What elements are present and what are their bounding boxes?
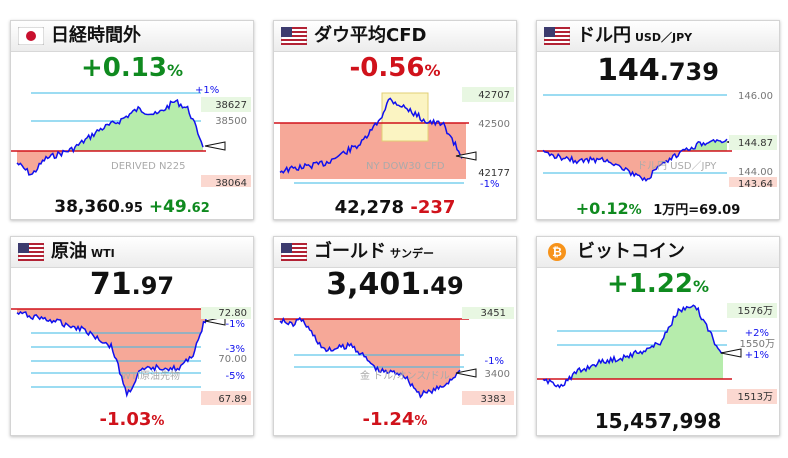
change-percent: +1.22% — [607, 269, 709, 299]
mini-chart: 42707 42500 NY DOW30 CFD 42177 -1% — [274, 87, 514, 187]
label-mid: 1550万 — [740, 339, 775, 350]
card-dow[interactable]: ダウ平均CFD -0.56% 42707 42500 NY DOW30 CFD … — [273, 20, 517, 220]
label-high: 146.00 — [738, 91, 773, 102]
card-title: ダウ平均CFD — [314, 25, 427, 46]
card-header: ドル円 USD／JPY — [537, 21, 779, 52]
label-high: 72.80 — [218, 308, 247, 319]
label-top-pct: +1% — [195, 85, 219, 96]
mini-chart: 3451 -1% 3400 金 ドル/オンス/ドル 3383 — [274, 307, 514, 405]
card-header: 日経時間外 — [11, 21, 253, 52]
chart-watermark: WTI原油先物 — [121, 369, 180, 382]
us-flag-icon — [281, 27, 307, 45]
label-mid: 70.00 — [218, 354, 247, 365]
label-bottom-pct: -1% — [480, 179, 499, 187]
card-header: 原油 WTI — [11, 237, 253, 268]
change-percent: +0.13% — [81, 53, 183, 83]
us-flag-icon — [281, 243, 307, 261]
card-gold[interactable]: ゴールド サンデー 3,401.49 3451 -1% 3400 金 ドル/オンス… — [273, 236, 517, 436]
label-current: 144.87 — [738, 138, 773, 149]
card-header: ゴールド サンデー — [274, 237, 516, 268]
label-low: 38064 — [215, 178, 247, 187]
card-title: 原油 WTI — [51, 241, 115, 262]
card-header: ₿ ビットコイン — [537, 237, 779, 268]
chart-watermark: NY DOW30 CFD — [366, 161, 445, 172]
card-usdjpy[interactable]: ドル円 USD／JPY 144.739 146.00 144.87 ドル円 USD… — [536, 20, 780, 220]
svg-text:₿: ₿ — [552, 245, 562, 259]
price: 144.739 — [597, 53, 719, 88]
mini-chart: 72.80 -1% -3% 70.00 WTI原油先物 -5% 67.89 — [11, 307, 251, 405]
price: 15,457,998 — [594, 409, 722, 433]
chart-watermark: ドル円 USD／JPY — [637, 160, 717, 172]
label-mid: 42500 — [478, 119, 510, 130]
label-high: 38627 — [215, 100, 247, 111]
card-header: ダウ平均CFD — [274, 21, 516, 52]
label-minus5: -5% — [226, 371, 245, 382]
price: 71.97 — [89, 267, 175, 302]
footer-quote: 42,278 -237 — [334, 197, 456, 218]
card-title: 日経時間外 — [51, 25, 141, 46]
card-title: ドル円 USD／JPY — [577, 25, 693, 46]
chart-watermark: 金 ドル/オンス/ドル — [360, 369, 450, 382]
bitcoin-icon: ₿ — [548, 243, 566, 261]
card-nikkei[interactable]: 日経時間外 +0.13% +1% 38627 38500 DERIVED N22… — [10, 20, 254, 220]
change-percent: -0.56% — [349, 53, 441, 83]
card-bitcoin[interactable]: ₿ ビットコイン +1.22% 1576万 +2% 1550万 +1% 1513… — [536, 236, 780, 436]
label-low: 67.89 — [218, 394, 247, 405]
price: 3,401.49 — [326, 267, 464, 302]
change-percent: -1.03% — [99, 409, 165, 430]
card-title: ゴールド サンデー — [314, 241, 434, 262]
label-low: 3383 — [481, 394, 506, 405]
footer-quote: +0.12% 1万円=69.09 — [575, 199, 741, 218]
japan-flag-icon — [18, 27, 44, 45]
us-flag-icon — [544, 27, 570, 45]
label-plus1: +1% — [745, 350, 769, 361]
label-minus1: -1% — [226, 319, 245, 330]
us-flag-icon — [18, 243, 44, 261]
card-wti[interactable]: 原油 WTI 71.97 72.80 -1% -3% 70.00 WTI原油先物 … — [10, 236, 254, 436]
label-minus1: -1% — [485, 356, 504, 367]
footer-quote: 38,360.95 +49.62 — [54, 197, 210, 217]
label-plus2: +2% — [745, 328, 769, 339]
change-percent: -1.24% — [362, 409, 428, 430]
card-title: ビットコイン — [577, 241, 685, 262]
label-high: 1576万 — [738, 306, 773, 317]
label-low: 1513万 — [738, 392, 773, 403]
label-low: 42177 — [478, 168, 510, 179]
mini-chart: 146.00 144.87 ドル円 USD／JPY 144.00 143.64 — [537, 91, 777, 187]
label-high: 3451 — [481, 308, 506, 319]
chart-watermark: DERIVED N225 — [111, 161, 186, 172]
label-low: 143.64 — [738, 179, 773, 187]
label-mid: 3400 — [485, 369, 510, 380]
label-mid: 38500 — [215, 116, 247, 127]
label-minus3: -3% — [226, 344, 245, 355]
label-high: 42707 — [478, 90, 510, 101]
label-guide: 144.00 — [738, 167, 773, 178]
mini-chart: 1576万 +2% 1550万 +1% 1513万 — [537, 303, 777, 404]
mini-chart: +1% 38627 38500 DERIVED N225 38064 — [11, 85, 251, 187]
